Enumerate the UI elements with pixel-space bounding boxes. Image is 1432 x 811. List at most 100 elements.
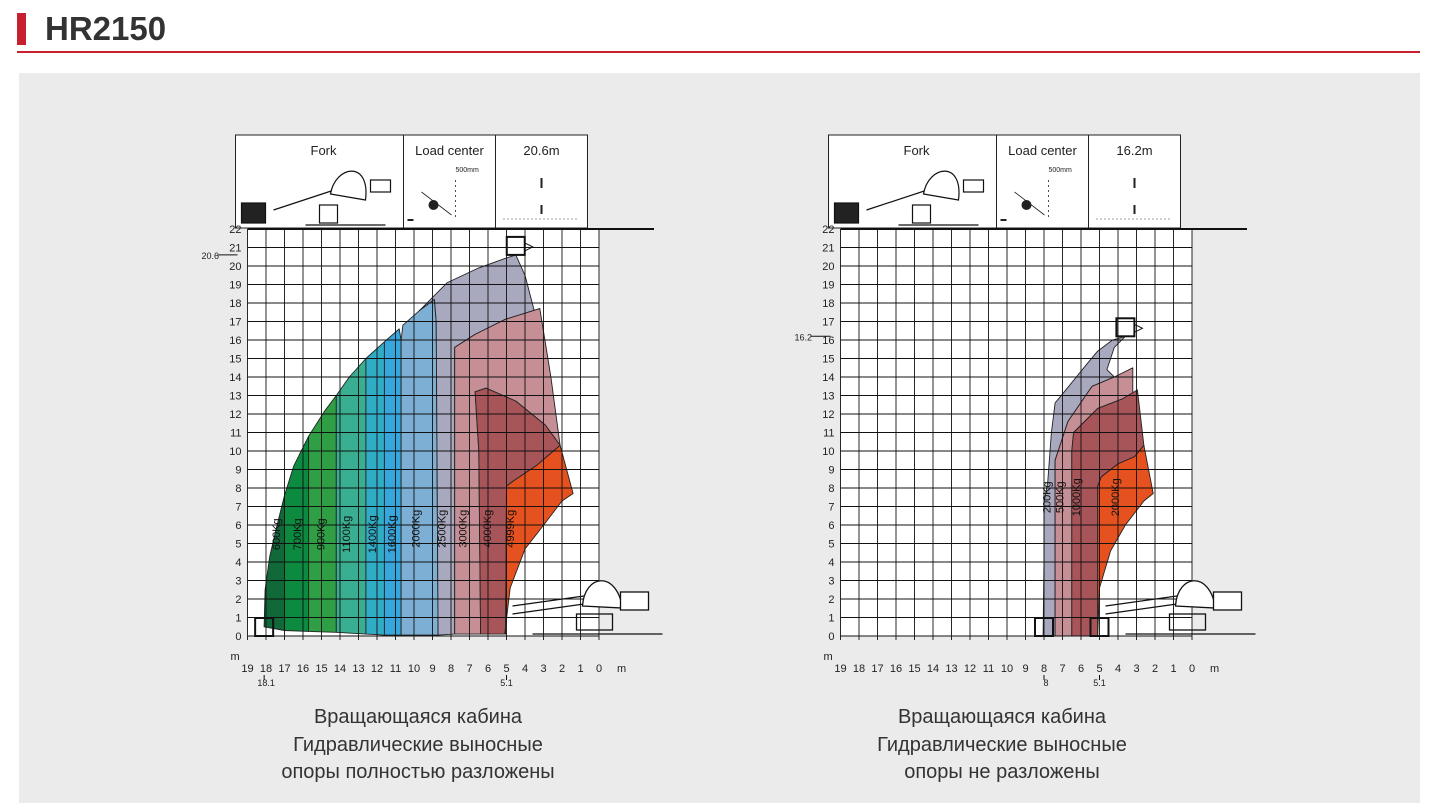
x-tick-label: 2 xyxy=(559,663,565,675)
header-fork-label: Fork xyxy=(904,143,931,158)
y-tick-label: 3 xyxy=(235,576,241,588)
series-label-2000kg: 2000Kg xyxy=(1110,478,1122,516)
y-tick-label: 0 xyxy=(828,631,834,643)
x-tick-label: 8 xyxy=(448,663,454,675)
x-tick-label: 16 xyxy=(297,663,309,675)
y-tick-label: 6 xyxy=(828,520,834,532)
x-tick-label: 18 xyxy=(260,663,272,675)
load-zone-1600kg xyxy=(383,328,402,636)
x-tick-label: 6 xyxy=(485,663,491,675)
x-tick-label: 7 xyxy=(466,663,472,675)
y-tick-label: 17 xyxy=(229,317,241,329)
title-accent-bar xyxy=(17,13,26,45)
engine-cover-icon xyxy=(1212,591,1243,611)
y-tick-label: 7 xyxy=(828,502,834,514)
y-tick-label: 3 xyxy=(828,576,834,588)
y-tick-label: 5 xyxy=(828,539,834,551)
y-tick-label: 13 xyxy=(229,391,241,403)
fork-box-max-height xyxy=(505,235,526,256)
chassis-icon xyxy=(575,613,614,631)
y-tick-label: 20 xyxy=(229,261,241,273)
x-tick-label: 17 xyxy=(871,663,883,675)
series-label-2500kg: 2500Kg xyxy=(436,510,448,548)
y-axis-unit: m xyxy=(231,651,240,663)
x-tick-label: 11 xyxy=(390,663,401,675)
x-tick-label: 14 xyxy=(927,663,939,675)
y-tick-label: 15 xyxy=(229,354,241,366)
series-label-600kg: 600Kg xyxy=(271,518,283,550)
x-tick-label: 14 xyxy=(334,663,346,675)
grid-lines xyxy=(840,228,1193,640)
x-tick-label: 17 xyxy=(278,663,290,675)
series-label-1400kg: 1400Kg xyxy=(367,515,379,553)
height-arrow-icon xyxy=(1133,178,1136,188)
max-height-label: 16.2 xyxy=(795,332,813,342)
header-load-center-value: 500mm xyxy=(1049,167,1073,174)
y-tick-label: 18 xyxy=(822,298,834,310)
y-tick-label: 11 xyxy=(230,428,241,440)
y-tick-label: 19 xyxy=(822,280,834,292)
x-tick-label: 15 xyxy=(315,663,327,675)
y-tick-label: 11 xyxy=(823,428,834,440)
x-tick-label: 19 xyxy=(834,663,846,675)
header-max-height-label: 16.2m xyxy=(1116,143,1152,158)
x-tick-label: 13 xyxy=(352,663,364,675)
y-tick-label: 21 xyxy=(822,243,834,255)
y-tick-label: 5 xyxy=(235,539,241,551)
y-tick-label: 10 xyxy=(229,446,241,458)
max-reach-label: 18.1 xyxy=(257,678,275,688)
y-tick-label: 16 xyxy=(229,335,241,347)
chassis-icon xyxy=(1168,613,1207,631)
caption-outriggers-retracted: Вращающаяся кабина Гидравлические выносн… xyxy=(802,704,1202,787)
fork-tip-icon xyxy=(1134,323,1144,333)
cabin-icon xyxy=(922,170,960,201)
load-center-icon xyxy=(1000,180,1049,221)
height-arrow-icon xyxy=(1133,205,1136,214)
header-load-center-label: Load center xyxy=(415,143,484,158)
x-tick-label: 3 xyxy=(1133,663,1139,675)
header-max-height-label: 20.6m xyxy=(523,143,559,158)
engine-icon xyxy=(962,179,985,193)
page-title: HR2150 xyxy=(45,10,167,47)
caption-line: Гидравлические выносные xyxy=(293,733,543,756)
caption-outriggers-deployed: Вращающаяся кабина Гидравлические выносн… xyxy=(218,704,618,787)
x-tick-label: 4 xyxy=(522,663,528,675)
min-reach-label: 5.1 xyxy=(500,678,513,688)
load-center-dot-icon xyxy=(428,200,439,210)
x-tick-label: 8 xyxy=(1041,663,1047,675)
y-tick-label: 1 xyxy=(828,613,834,625)
x-tick-label: 0 xyxy=(1189,663,1195,675)
y-tick-label: 22 xyxy=(822,224,834,236)
y-tick-label: 9 xyxy=(828,465,834,477)
fork-box-min-reach xyxy=(1089,617,1110,637)
header-load-center-value: 500mm xyxy=(456,167,480,174)
series-label-1600kg: 1600Kg xyxy=(387,515,399,553)
header-rule xyxy=(17,51,1420,53)
x-tick-label: 10 xyxy=(408,663,420,675)
y-tick-label: 22 xyxy=(229,224,241,236)
y-tick-label: 6 xyxy=(235,520,241,532)
y-tick-label: 2 xyxy=(828,594,834,606)
caption-line: Вращающаяся кабина xyxy=(897,706,1107,728)
min-reach-label: 5.1 xyxy=(1093,678,1106,688)
y-tick-label: 21 xyxy=(229,243,241,255)
max-height-label: 20.6 xyxy=(202,251,220,261)
x-tick-label: 11 xyxy=(983,663,994,675)
series-label-1100kg: 1100Kg xyxy=(341,516,353,553)
load-center-mark-icon xyxy=(407,219,414,221)
series-label-3000kg: 3000Kg xyxy=(458,510,470,548)
y-tick-label: 8 xyxy=(235,483,241,495)
series-label-4999kg: 4999Kg xyxy=(505,510,517,548)
header-box xyxy=(828,134,1181,229)
series-label-900kg: 900Kg xyxy=(315,518,327,550)
load-center-line-icon xyxy=(421,191,452,216)
x-tick-label: 16 xyxy=(890,663,902,675)
x-tick-label: 6 xyxy=(1078,663,1084,675)
load-center-dot-icon xyxy=(1021,200,1032,210)
y-tick-label: 10 xyxy=(822,446,834,458)
fork-carriage-icon xyxy=(833,202,860,224)
series-label-4000kg: 4000Kg xyxy=(482,510,494,548)
x-tick-label: 12 xyxy=(371,663,383,675)
engine-icon xyxy=(369,179,392,193)
y-tick-label: 14 xyxy=(822,372,834,384)
